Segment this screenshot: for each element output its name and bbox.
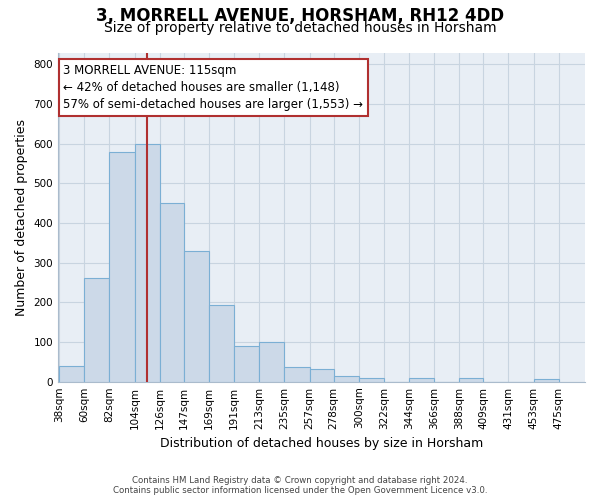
Bar bbox=[234, 346, 259, 382]
Bar bbox=[209, 305, 234, 382]
Bar bbox=[310, 369, 334, 382]
X-axis label: Distribution of detached houses by size in Horsham: Distribution of detached houses by size … bbox=[160, 437, 483, 450]
Bar bbox=[109, 152, 134, 382]
Bar bbox=[409, 378, 434, 382]
Bar bbox=[59, 366, 85, 382]
Bar bbox=[334, 376, 359, 382]
Bar bbox=[533, 378, 559, 382]
Bar bbox=[284, 367, 310, 382]
Bar bbox=[359, 378, 384, 382]
Text: Size of property relative to detached houses in Horsham: Size of property relative to detached ho… bbox=[104, 21, 496, 35]
Bar bbox=[184, 251, 209, 382]
Text: 3 MORRELL AVENUE: 115sqm
← 42% of detached houses are smaller (1,148)
57% of sem: 3 MORRELL AVENUE: 115sqm ← 42% of detach… bbox=[64, 64, 364, 111]
Bar bbox=[85, 278, 109, 382]
Bar bbox=[259, 342, 284, 382]
Text: 3, MORRELL AVENUE, HORSHAM, RH12 4DD: 3, MORRELL AVENUE, HORSHAM, RH12 4DD bbox=[96, 8, 504, 26]
Bar bbox=[459, 378, 483, 382]
Y-axis label: Number of detached properties: Number of detached properties bbox=[15, 118, 28, 316]
Bar bbox=[160, 203, 184, 382]
Bar bbox=[134, 144, 160, 382]
Text: Contains HM Land Registry data © Crown copyright and database right 2024.
Contai: Contains HM Land Registry data © Crown c… bbox=[113, 476, 487, 495]
